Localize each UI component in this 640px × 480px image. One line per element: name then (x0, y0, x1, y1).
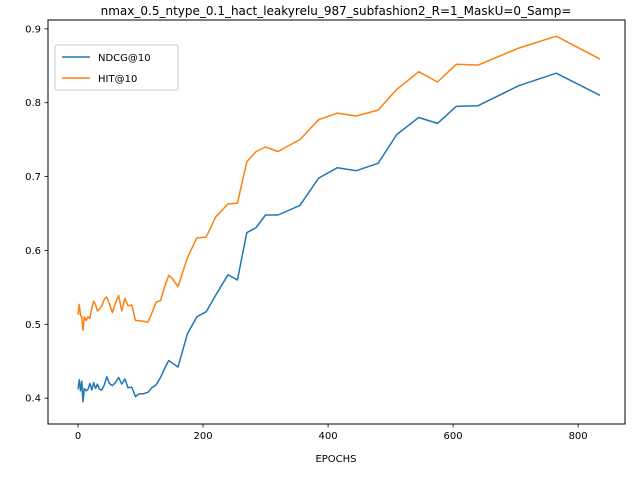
series-line-1 (77, 72, 601, 403)
x-tick-label: 400 (319, 431, 338, 442)
x-tick-label: 800 (569, 431, 588, 442)
y-tick-label: 0.8 (25, 98, 41, 109)
y-tick-label: 0.7 (25, 172, 41, 183)
legend-label-1: NDCG@10 (98, 53, 151, 64)
y-tick-label: 0.6 (25, 246, 41, 257)
y-tick-label: 0.9 (25, 24, 41, 35)
chart-title: nmax_0.5_ntype_0.1_hact_leakyrelu_987_su… (101, 4, 572, 18)
y-tick-label: 0.4 (25, 394, 41, 405)
y-axis-ticks: 0.4 0.5 0.6 0.7 0.8 0.9 (25, 24, 48, 405)
axes-frame (47, 19, 626, 425)
legend-label-2: HIT@10 (98, 74, 137, 85)
x-axis-title: EPOCHS (315, 454, 356, 465)
y-tick-label: 0.5 (25, 320, 41, 331)
x-axis-ticks: 0 200 400 600 800 (75, 424, 588, 442)
series-line-2 (77, 35, 601, 331)
x-tick-label: 600 (444, 431, 463, 442)
series-lines (77, 35, 601, 403)
legend: NDCG@10 HIT@10 (54, 44, 179, 91)
x-tick-label: 0 (75, 431, 81, 442)
x-tick-label: 200 (193, 431, 212, 442)
